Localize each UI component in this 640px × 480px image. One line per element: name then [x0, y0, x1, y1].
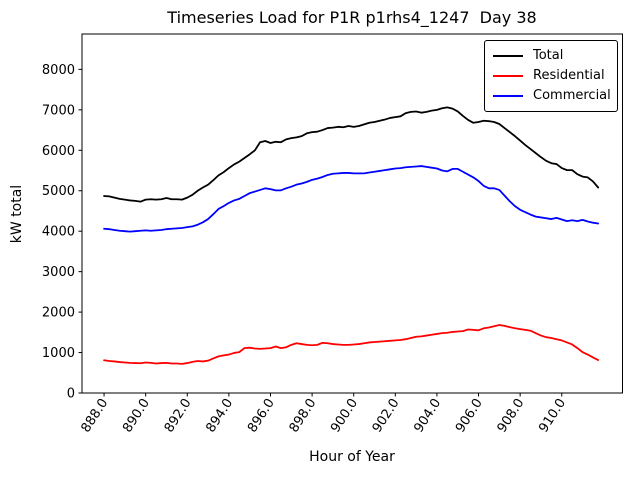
y-tick-label: 6000 — [42, 144, 75, 159]
legend-label-commercial: Commercial — [533, 88, 611, 103]
legend-item-residential: Residential — [493, 66, 609, 86]
x-tick-label: 902.0 — [370, 396, 403, 435]
residential-line-swatch — [493, 75, 523, 77]
x-tick-label: 892.0 — [162, 396, 195, 435]
x-tick-label: 904.0 — [411, 396, 444, 435]
x-ticks: 888.0 890.0 892.0 894.0 896.0 898.0 900.0 902.0… — [79, 393, 569, 435]
y-tick-label: 5000 — [42, 184, 75, 199]
series-line-total — [103, 106, 600, 203]
axes-frame — [81, 33, 623, 394]
x-tick-label: 900.0 — [328, 396, 361, 435]
legend-item-total: Total — [493, 46, 609, 66]
y-tick-label: 7000 — [42, 103, 75, 118]
x-tick-label: 896.0 — [245, 396, 278, 435]
x-tick-label: 890.0 — [120, 396, 153, 435]
commercial-line-swatch — [493, 95, 523, 97]
x-tick-label: 910.0 — [536, 396, 569, 435]
y-tick-label: 4000 — [42, 225, 75, 240]
legend-item-commercial: Commercial — [493, 86, 611, 106]
y-ticks: 0 1000 2000 3000 4000 5000 6000 7000 8000 — [42, 63, 82, 402]
y-tick-label: 8000 — [42, 63, 75, 78]
y-tick-label: 2000 — [42, 306, 75, 321]
y-tick-label: 0 — [67, 387, 75, 402]
x-axis-label: Hour of Year — [309, 449, 395, 465]
series-line-commercial — [103, 165, 600, 233]
series-line-residential — [103, 324, 600, 365]
y-axis-label: kW total — [9, 184, 25, 244]
legend: Total Residential Commercial — [484, 40, 618, 112]
x-tick-label: 908.0 — [495, 396, 528, 435]
chart-title: Timeseries Load for P1R p1rhs4_1247 Day … — [167, 8, 537, 27]
total-line-swatch — [493, 55, 523, 57]
x-tick-label: 898.0 — [287, 396, 320, 435]
y-tick-label: 1000 — [42, 346, 75, 361]
y-tick-label: 3000 — [42, 265, 75, 280]
x-tick-label: 894.0 — [203, 396, 236, 435]
x-tick-label: 888.0 — [79, 396, 112, 435]
x-tick-label: 906.0 — [453, 396, 486, 435]
legend-label-residential: Residential — [533, 68, 605, 83]
legend-label-total: Total — [533, 48, 564, 63]
